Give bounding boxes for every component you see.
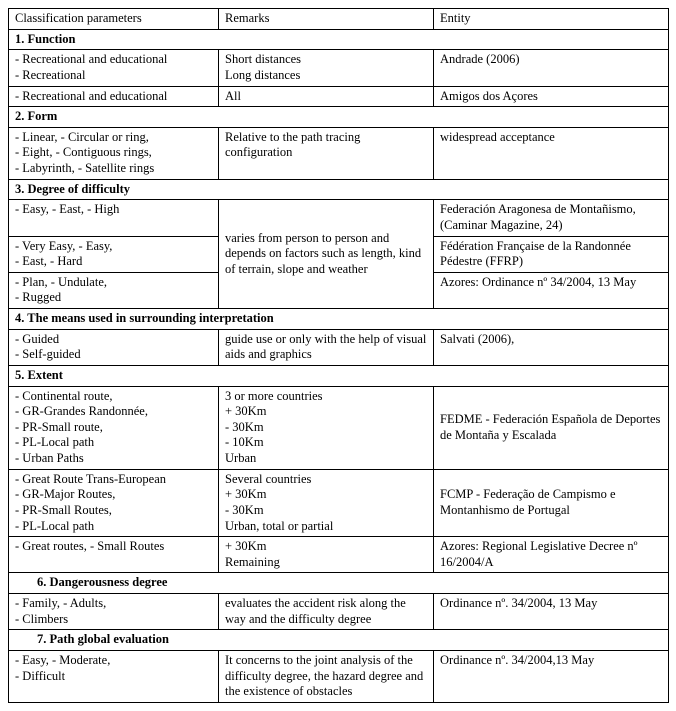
- cell-remarks: All: [219, 86, 434, 107]
- section-difficulty: 3. Degree of difficulty: [9, 179, 669, 200]
- cell-params: - Guided - Self-guided: [9, 329, 219, 365]
- section-function: 1. Function: [9, 29, 669, 50]
- table-row: - Recreational and educational All Amigo…: [9, 86, 669, 107]
- cell-remarks: evaluates the accident risk along the wa…: [219, 594, 434, 630]
- section-title: 7. Path global evaluation: [9, 630, 669, 651]
- table-row: - Great routes, - Small Routes + 30Km Re…: [9, 537, 669, 573]
- cell-remarks: Several countries + 30Km - 30Km Urban, t…: [219, 469, 434, 537]
- section-title: 5. Extent: [9, 365, 669, 386]
- classification-table: Classification parameters Remarks Entity…: [8, 8, 669, 703]
- cell-entity: FCMP - Federação de Campismo e Montanhis…: [434, 469, 669, 537]
- section-means: 4. The means used in surrounding interpr…: [9, 309, 669, 330]
- section-title: 2. Form: [9, 107, 669, 128]
- cell-remarks: + 30Km Remaining: [219, 537, 434, 573]
- header-row: Classification parameters Remarks Entity: [9, 9, 669, 30]
- cell-params: - Easy, - East, - High: [9, 200, 219, 236]
- table-row: - Easy, - East, - High varies from perso…: [9, 200, 669, 236]
- header-remarks: Remarks: [219, 9, 434, 30]
- cell-remarks: 3 or more countries + 30Km - 30Km - 10Km…: [219, 386, 434, 469]
- cell-params: - Recreational and educational: [9, 86, 219, 107]
- cell-entity: widespread acceptance: [434, 127, 669, 179]
- table-row: - Recreational and educational - Recreat…: [9, 50, 669, 86]
- table-row: - Family, - Adults, - Climbers evaluates…: [9, 594, 669, 630]
- section-title: 6. Dangerousness degree: [9, 573, 669, 594]
- cell-params: - Continental route, - GR-Grandes Randon…: [9, 386, 219, 469]
- cell-params: - Great routes, - Small Routes: [9, 537, 219, 573]
- cell-params: - Plan, - Undulate, - Rugged: [9, 272, 219, 308]
- cell-entity: Azores: Ordinance nº 34/2004, 13 May: [434, 272, 669, 308]
- section-dangerousness: 6. Dangerousness degree: [9, 573, 669, 594]
- cell-entity: Ordinance nº. 34/2004, 13 May: [434, 594, 669, 630]
- cell-entity: Amigos dos Açores: [434, 86, 669, 107]
- table-row: - Great Route Trans-European - GR-Major …: [9, 469, 669, 537]
- section-title: 3. Degree of difficulty: [9, 179, 669, 200]
- header-entity: Entity: [434, 9, 669, 30]
- cell-entity: Federación Aragonesa de Montañismo, (Cam…: [434, 200, 669, 236]
- cell-params: - Great Route Trans-European - GR-Major …: [9, 469, 219, 537]
- cell-entity: FEDME - Federación Española de Deportes …: [434, 386, 669, 469]
- cell-remarks: Relative to the path tracing configurati…: [219, 127, 434, 179]
- table-row: - Guided - Self-guided guide use or only…: [9, 329, 669, 365]
- cell-remarks: guide use or only with the help of visua…: [219, 329, 434, 365]
- cell-remarks: Short distances Long distances: [219, 50, 434, 86]
- table-row: - Easy, - Moderate, - Difficult It conce…: [9, 650, 669, 702]
- cell-entity: Fédération Française de la Randonnée Péd…: [434, 236, 669, 272]
- section-title: 4. The means used in surrounding interpr…: [9, 309, 669, 330]
- section-form: 2. Form: [9, 107, 669, 128]
- cell-entity: Andrade (2006): [434, 50, 669, 86]
- table-row: - Continental route, - GR-Grandes Randon…: [9, 386, 669, 469]
- header-params: Classification parameters: [9, 9, 219, 30]
- cell-remarks: It concerns to the joint analysis of the…: [219, 650, 434, 702]
- cell-params: - Very Easy, - Easy, - East, - Hard: [9, 236, 219, 272]
- cell-entity: Salvati (2006),: [434, 329, 669, 365]
- cell-params: - Recreational and educational - Recreat…: [9, 50, 219, 86]
- section-title: 1. Function: [9, 29, 669, 50]
- cell-entity: Azores: Regional Legislative Decree nº 1…: [434, 537, 669, 573]
- cell-params: - Easy, - Moderate, - Difficult: [9, 650, 219, 702]
- table-row: - Linear, - Circular or ring, - Eight, -…: [9, 127, 669, 179]
- cell-params: - Linear, - Circular or ring, - Eight, -…: [9, 127, 219, 179]
- section-extent: 5. Extent: [9, 365, 669, 386]
- cell-remarks: varies from person to person and depends…: [219, 200, 434, 309]
- section-global-evaluation: 7. Path global evaluation: [9, 630, 669, 651]
- cell-params: - Family, - Adults, - Climbers: [9, 594, 219, 630]
- cell-entity: Ordinance nº. 34/2004,13 May: [434, 650, 669, 702]
